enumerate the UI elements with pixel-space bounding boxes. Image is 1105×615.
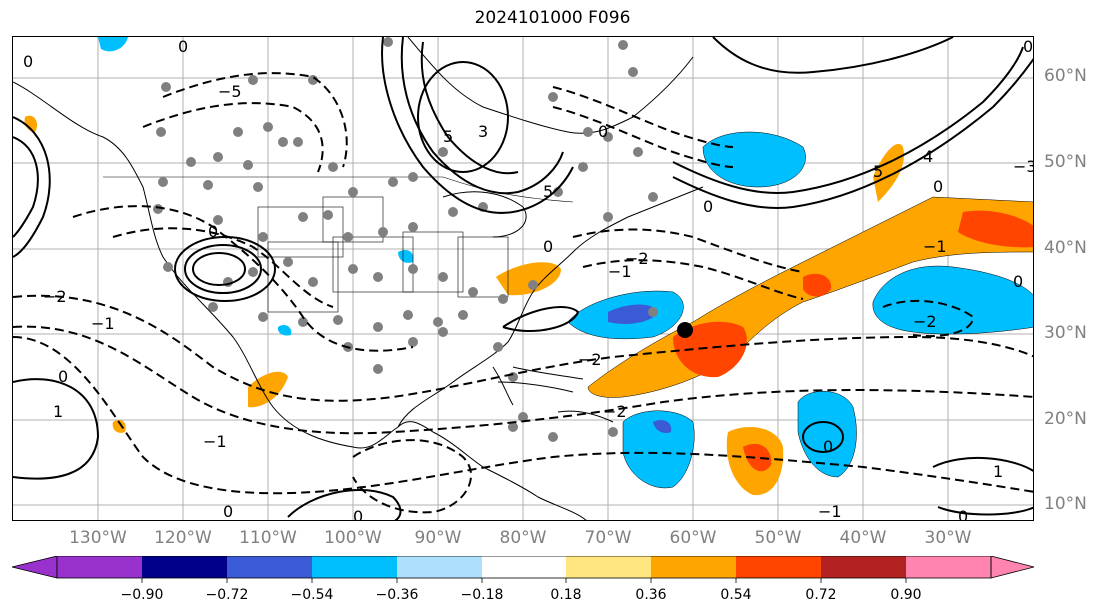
lon-label-90w: 90°W bbox=[414, 528, 462, 548]
contour-label-zero-k: 0 bbox=[23, 52, 33, 71]
contour-label-zero-c: 0 bbox=[703, 197, 713, 216]
contour-label-zero-l: 0 bbox=[1023, 37, 1033, 56]
lat-label-10n: 10°N bbox=[1044, 494, 1087, 514]
lat-label-30n: 30°N bbox=[1044, 323, 1087, 343]
map-area: −2 −1 −1 −2 −2 −2 −1 −2 −5 −3 5 3 5 0 0 … bbox=[12, 36, 1034, 521]
contour-label-zero-h: 0 bbox=[223, 502, 233, 521]
contour-label-neg-3: −3 bbox=[1013, 157, 1034, 176]
colorbar-extend-low bbox=[11, 556, 58, 579]
lon-label-70w: 70°W bbox=[584, 528, 632, 548]
contour-label-zero: 0 bbox=[598, 122, 608, 141]
contour-label-pos-3: 3 bbox=[478, 122, 488, 141]
contour-label-zero-f: 0 bbox=[958, 507, 968, 521]
contour-label-neg-5: −5 bbox=[218, 82, 242, 101]
contour-label-zero-e: 0 bbox=[1013, 272, 1023, 291]
colorbar-bin-1 bbox=[57, 556, 142, 578]
lon-label-100w: 100°W bbox=[324, 528, 382, 548]
contour-label-pos-5: 5 bbox=[443, 127, 453, 146]
colorbar-bin-8 bbox=[651, 556, 736, 578]
contour-label-zero-n: 0 bbox=[543, 237, 553, 256]
colorbar-bin-7 bbox=[566, 556, 651, 578]
contour-label-zero-g: 0 bbox=[353, 507, 363, 521]
colorbar-bin-4 bbox=[312, 556, 397, 578]
contour-label-neg-1d: −1 bbox=[818, 502, 842, 521]
lon-label-130w: 130°W bbox=[69, 528, 127, 548]
contour-label-pos-5c: 5 bbox=[873, 162, 883, 181]
station-markers bbox=[153, 37, 658, 442]
contour-label-zero-b: 0 bbox=[933, 177, 943, 196]
lat-label-20n: 20°N bbox=[1044, 409, 1087, 429]
point-marker bbox=[677, 322, 693, 338]
contour-label-neg-1: −1 bbox=[91, 314, 115, 333]
contour-labels: −2 −1 −1 −2 −2 −2 −1 −2 −5 −3 5 3 5 0 0 … bbox=[23, 37, 1034, 521]
contour-label-zero-m: 0 bbox=[208, 222, 218, 241]
negative-contours bbox=[13, 72, 1033, 514]
colorbar-tick-5: −0.18 bbox=[460, 587, 504, 603]
contour-label-pos-1: 1 bbox=[53, 402, 63, 421]
contour-label-neg-2b: −2 bbox=[578, 350, 602, 369]
contour-label-zero-i: 0 bbox=[823, 437, 833, 456]
contour-label-zero-d: 0 bbox=[58, 367, 68, 386]
colorbar-bin-10 bbox=[821, 556, 906, 578]
lon-label-30w: 30°W bbox=[924, 528, 972, 548]
borders bbox=[103, 176, 574, 313]
contour-label-neg-2d: −2 bbox=[625, 249, 649, 268]
coastlines bbox=[13, 37, 704, 520]
colorbar-bin-5 bbox=[397, 556, 482, 578]
contour-label-neg-1b: −1 bbox=[203, 432, 227, 451]
lon-label-120w: 120°W bbox=[154, 528, 212, 548]
lat-label-60n: 60°N bbox=[1044, 66, 1087, 86]
colorbar-tick-8: 0.54 bbox=[720, 587, 752, 603]
colorbar bbox=[11, 556, 1035, 583]
positive-contours bbox=[13, 37, 1033, 520]
lon-label-110w: 110°W bbox=[239, 528, 297, 548]
contour-label-neg-1e: −1 bbox=[923, 237, 947, 256]
contour-label-pos-1b: 1 bbox=[993, 462, 1003, 481]
colorbar-tick-2: −0.72 bbox=[205, 587, 249, 603]
contour-label-neg-2e: −2 bbox=[913, 312, 937, 331]
contour-label-neg-2c: −2 bbox=[603, 402, 627, 421]
lon-label-60w: 60°W bbox=[669, 528, 717, 548]
colorbar-bin-11 bbox=[906, 556, 991, 578]
contour-label-zero-j: 0 bbox=[178, 37, 188, 56]
map-svg: −2 −1 −1 −2 −2 −2 −1 −2 −5 −3 5 3 5 0 0 … bbox=[13, 37, 1034, 521]
contour-label-pos-5b: 5 bbox=[543, 182, 553, 201]
lon-label-50w: 50°W bbox=[754, 528, 802, 548]
colorbar-tick-6: 0.18 bbox=[550, 587, 582, 603]
contour-label-neg-1c: −1 bbox=[608, 262, 632, 281]
colorbar-bin-6 bbox=[482, 556, 566, 578]
colorbar-bin-9 bbox=[736, 556, 821, 578]
chart-title: 2024101000 F096 bbox=[474, 8, 631, 28]
colorbar-tick-9: 0.72 bbox=[805, 587, 837, 603]
colorbar-tick-10: 0.90 bbox=[890, 587, 922, 603]
lat-label-50n: 50°N bbox=[1044, 152, 1087, 172]
lon-label-80w: 80°W bbox=[499, 528, 547, 548]
contour-label-pos-4: 4 bbox=[923, 147, 933, 166]
lat-label-40n: 40°N bbox=[1044, 238, 1087, 258]
colorbar-extend-high bbox=[990, 556, 1035, 579]
lon-label-40w: 40°W bbox=[839, 528, 887, 548]
colorbar-bin-2 bbox=[142, 556, 227, 578]
colorbar-tick-7: 0.36 bbox=[635, 587, 667, 603]
colorbar-tick-1: −0.90 bbox=[120, 587, 164, 603]
contour-label-neg-2: −2 bbox=[43, 287, 67, 306]
colorbar-bin-3 bbox=[227, 556, 312, 578]
colorbar-tick-3: −0.54 bbox=[290, 587, 334, 603]
colorbar-tick-4: −0.36 bbox=[375, 587, 419, 603]
